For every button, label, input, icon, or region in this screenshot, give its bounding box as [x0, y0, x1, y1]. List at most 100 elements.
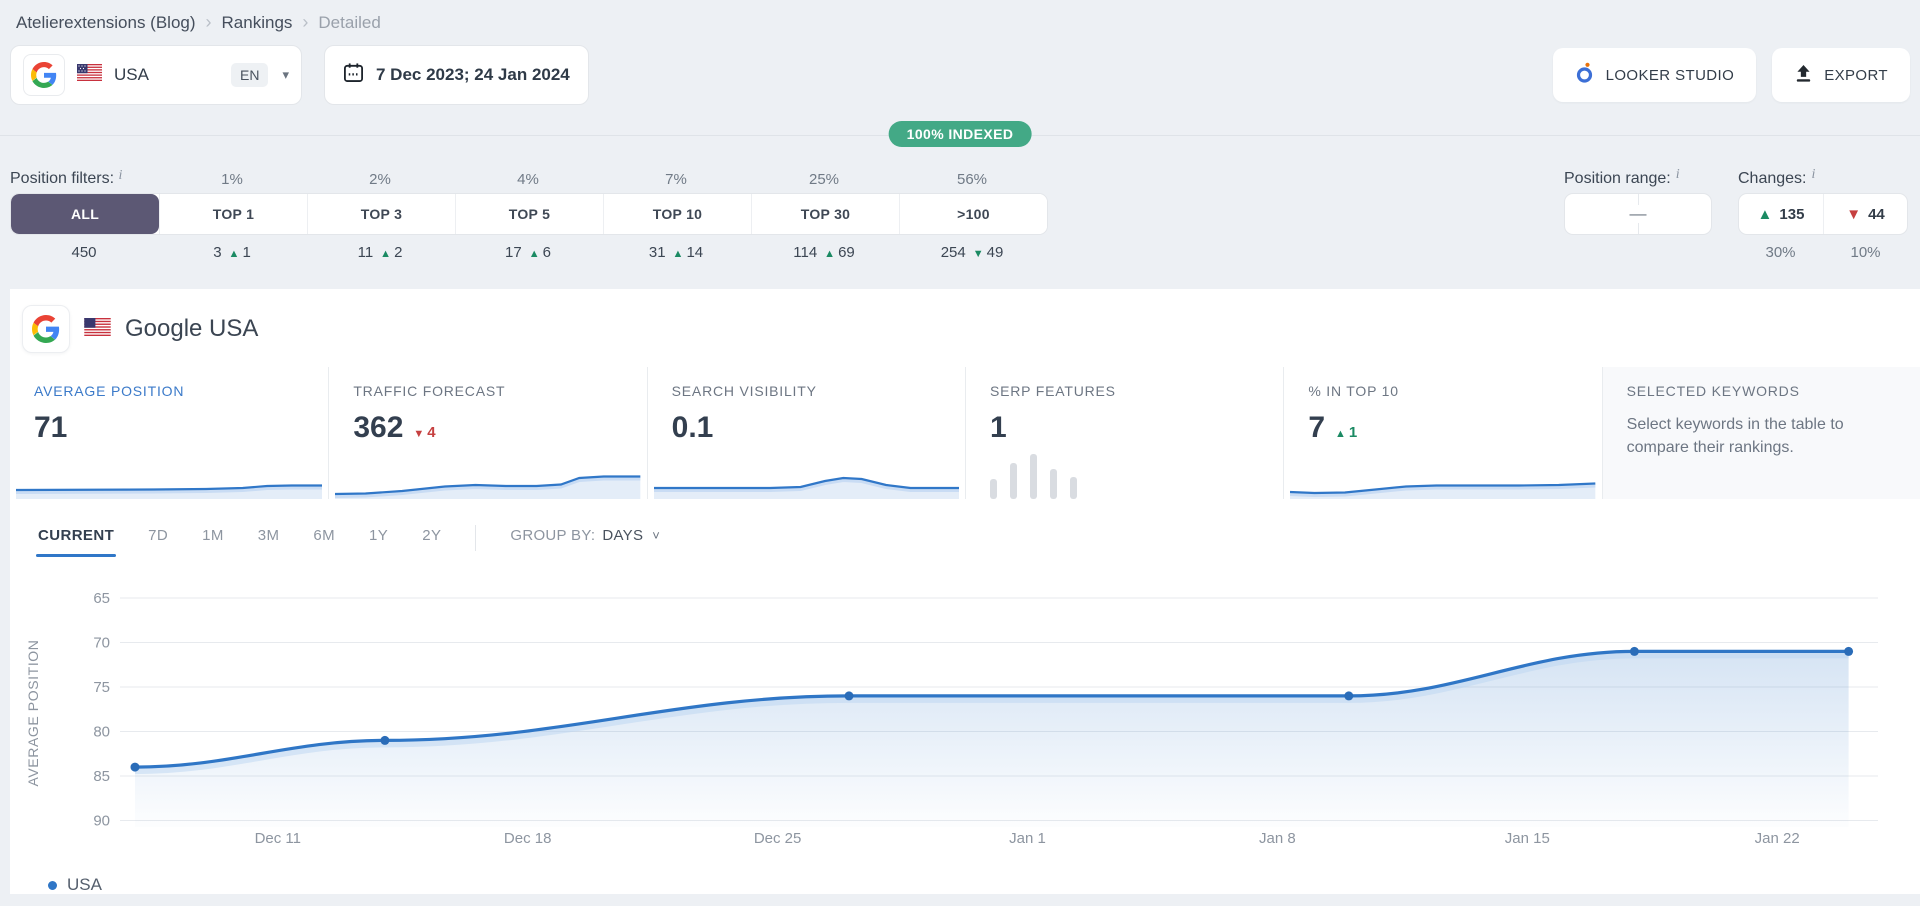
tab-3m[interactable]: 3M	[258, 527, 280, 557]
google-logo-icon	[22, 305, 70, 353]
arrow-down-icon: ▼	[973, 248, 984, 260]
tab-7d[interactable]: 7D	[148, 527, 168, 557]
card-percent-top10[interactable]: % IN TOP 10 7 ▲1	[1283, 367, 1601, 499]
export-icon	[1794, 64, 1813, 87]
svg-text:Dec 25: Dec 25	[754, 830, 802, 847]
svg-text:Jan 15: Jan 15	[1505, 830, 1550, 847]
position-range-label: Position range:	[1564, 165, 1712, 193]
arrow-up-icon: ▲	[229, 248, 240, 260]
tab-1m[interactable]: 1M	[202, 527, 224, 557]
selected-keywords-hint: Select keywords in the table to compare …	[1627, 413, 1900, 459]
filter-segment-top1[interactable]: TOP 1	[159, 194, 307, 234]
changes-down-cell[interactable]: ▼ 44	[1823, 194, 1907, 234]
section-header: Google USA	[10, 289, 1920, 367]
filter-count-top3: 11▲2	[306, 244, 454, 261]
search-engine-selector[interactable]: USA EN ▾	[10, 45, 302, 105]
filter-count-top30: 114▲69	[750, 244, 898, 261]
tab-1y[interactable]: 1Y	[369, 527, 388, 557]
card-average-position[interactable]: AVERAGE POSITION 71	[10, 367, 328, 499]
filter-segment-all[interactable]: ALL	[11, 194, 159, 234]
filter-count-top10: 31▲14	[602, 244, 750, 261]
tab-2y[interactable]: 2Y	[422, 527, 441, 557]
breadcrumb-current: Detailed	[318, 13, 380, 33]
period-tabs: CURRENT 7D 1M 3M 6M 1Y 2Y GROUP BY: DAYS…	[10, 499, 1920, 557]
serp-features-bars	[990, 451, 1100, 499]
filter-count-top5: 17▲6	[454, 244, 602, 261]
svg-text:Jan 22: Jan 22	[1755, 830, 1800, 847]
svg-text:Dec 18: Dec 18	[504, 830, 552, 847]
filter-segment-top3[interactable]: TOP 3	[307, 194, 455, 234]
filter-segment-top30[interactable]: TOP 30	[751, 194, 899, 234]
breadcrumb-separator: ›	[206, 12, 212, 33]
filter-percent: 7%	[602, 171, 750, 188]
calendar-icon	[343, 62, 364, 88]
google-logo-icon	[23, 54, 65, 96]
breadcrumb: Atelierextensions (Blog) › Rankings › De…	[0, 0, 1920, 33]
usa-flag-icon	[77, 64, 102, 86]
svg-text:75: 75	[93, 679, 110, 696]
sparkline	[335, 465, 640, 499]
card-search-visibility[interactable]: SEARCH VISIBILITY 0.1	[647, 367, 965, 499]
looker-studio-icon	[1575, 62, 1595, 88]
filter-segment-top5[interactable]: TOP 5	[455, 194, 603, 234]
rankings-panel: Google USA AVERAGE POSITION 71 TRAFFIC F…	[10, 289, 1920, 901]
position-filters: Position filters: 1% 2% 4% 7% 25% 56% AL…	[10, 165, 1048, 269]
filter-percent: 4%	[454, 171, 602, 188]
filters-row: Position filters: 1% 2% 4% 7% 25% 56% AL…	[0, 149, 1920, 269]
info-icon	[1676, 167, 1680, 183]
divider	[475, 525, 476, 551]
changes-up-cell[interactable]: ▲ 135	[1739, 194, 1823, 234]
svg-text:90: 90	[93, 813, 110, 830]
card-traffic-forecast[interactable]: TRAFFIC FORECAST 362 ▼4	[328, 367, 646, 499]
filter-percent: 56%	[898, 171, 1046, 188]
arrow-up-icon: ▲	[380, 248, 391, 260]
filter-count-over100: 254▼49	[898, 244, 1046, 261]
filter-segment-top10[interactable]: TOP 10	[603, 194, 751, 234]
tab-6m[interactable]: 6M	[313, 527, 335, 557]
breadcrumb-rankings[interactable]: Rankings	[222, 13, 293, 33]
breadcrumb-separator: ›	[302, 12, 308, 33]
language-chip: EN	[231, 63, 268, 87]
changes-filter: ▲ 135 ▼ 44	[1738, 193, 1908, 235]
info-icon	[119, 168, 123, 183]
arrow-down-icon: ▼	[413, 428, 424, 440]
top-controls: USA EN ▾ 7 Dec 2023; 24 Jan 2024 LOOKER …	[10, 45, 1910, 105]
filter-percent: 2%	[306, 171, 454, 188]
card-serp-features[interactable]: SERP FEATURES 1	[965, 367, 1283, 499]
bottom-strip	[0, 894, 1920, 906]
svg-text:80: 80	[93, 724, 110, 741]
breadcrumb-project[interactable]: Atelierextensions (Blog)	[16, 13, 196, 33]
filter-count-top1: 3▲1	[158, 244, 306, 261]
filter-count-all: 450	[10, 244, 158, 261]
card-selected-keywords: SELECTED KEYWORDS Select keywords in the…	[1602, 367, 1920, 499]
rankings-line-chart: 657075808590Dec 11Dec 18Dec 25Jan 1Jan 8…	[70, 569, 1900, 861]
position-range-input[interactable]: —	[1564, 193, 1712, 235]
arrow-up-icon: ▲	[1758, 206, 1773, 223]
date-range-picker[interactable]: 7 Dec 2023; 24 Jan 2024	[324, 45, 589, 105]
changes-label: Changes:	[1738, 165, 1908, 193]
indexed-row: 100% INDEXED	[0, 121, 1920, 149]
delta-down: ▼4	[413, 424, 435, 441]
arrow-down-icon: ▼	[1846, 206, 1861, 223]
filter-segment-over100[interactable]: >100	[899, 194, 1047, 234]
legend-dot-icon	[48, 881, 57, 890]
filter-percent: 25%	[750, 171, 898, 188]
tab-current[interactable]: CURRENT	[38, 527, 114, 557]
position-filters-label: Position filters:	[10, 170, 158, 188]
position-range-group: Position range: —	[1564, 165, 1712, 269]
chart-legend-usa[interactable]: USA	[10, 861, 1920, 895]
sparkline	[654, 465, 959, 499]
svg-text:Jan 1: Jan 1	[1009, 830, 1046, 847]
changes-group: Changes: ▲ 135 ▼ 44 30% 10%	[1738, 165, 1908, 269]
chevron-down-icon: ˅	[652, 528, 660, 543]
delta-up: ▲1	[1335, 424, 1357, 441]
looker-studio-button[interactable]: LOOKER STUDIO	[1553, 48, 1757, 102]
indexed-status-badge: 100% INDEXED	[889, 121, 1032, 147]
sparkline	[1290, 465, 1595, 499]
group-by-dropdown[interactable]: GROUP BY: DAYS ˅	[510, 527, 660, 557]
arrow-up-icon: ▲	[529, 248, 540, 260]
svg-text:Dec 11: Dec 11	[255, 830, 301, 847]
info-icon	[1812, 167, 1816, 183]
export-button[interactable]: EXPORT	[1772, 48, 1910, 102]
range-and-changes: Position range: — Changes: ▲ 135 ▼ 44	[1564, 165, 1910, 269]
